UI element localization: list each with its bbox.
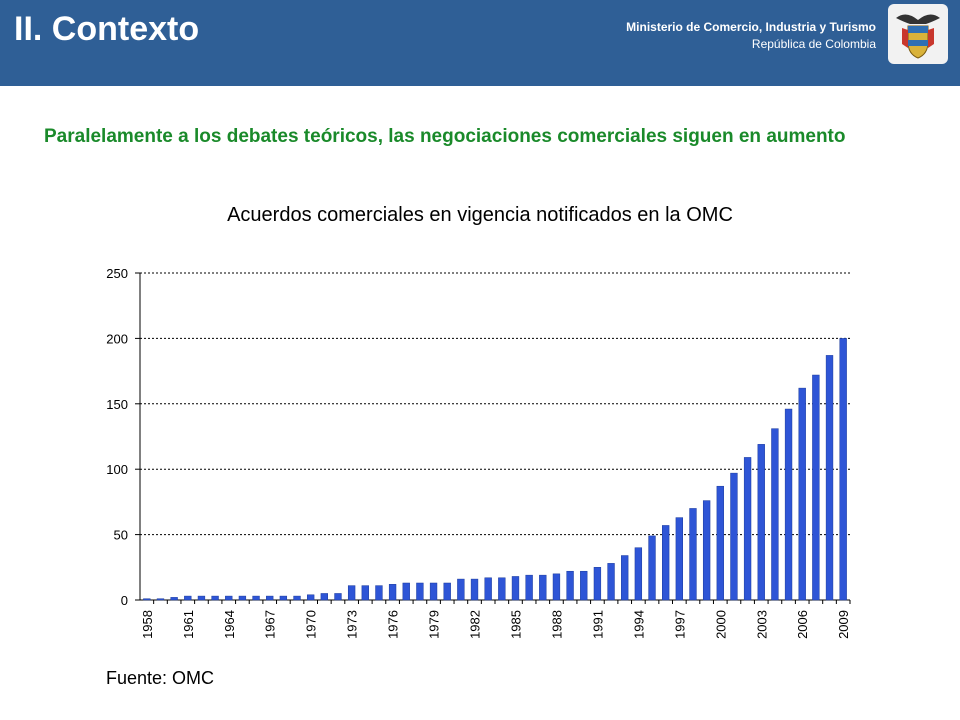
x-tick-label: 1991 bbox=[590, 610, 605, 639]
ministry-name: Ministerio de Comercio, Industria y Turi… bbox=[626, 20, 876, 51]
bar bbox=[621, 555, 629, 601]
bar bbox=[293, 595, 301, 601]
bar bbox=[307, 594, 315, 601]
bar bbox=[812, 374, 820, 601]
x-tick-label: 1976 bbox=[386, 610, 401, 639]
y-tick-label: 250 bbox=[106, 266, 128, 281]
ministry-line-1: Ministerio de Comercio, Industria y Turi… bbox=[626, 20, 876, 34]
bar bbox=[798, 387, 806, 601]
x-tick-label: 1982 bbox=[468, 610, 483, 639]
bar bbox=[361, 585, 369, 601]
x-tick-label: 2009 bbox=[836, 610, 851, 639]
colombia-coat-of-arms-icon bbox=[888, 4, 948, 64]
bar bbox=[197, 595, 206, 601]
y-tick-label: 50 bbox=[114, 528, 128, 543]
bar bbox=[743, 457, 752, 601]
bar bbox=[771, 428, 779, 601]
bar bbox=[498, 577, 506, 601]
bar bbox=[702, 500, 711, 601]
bar bbox=[525, 574, 533, 601]
bar bbox=[375, 585, 383, 601]
bar bbox=[757, 444, 765, 601]
x-tick-label: 1964 bbox=[222, 610, 237, 639]
bar bbox=[634, 547, 643, 601]
bar bbox=[170, 597, 178, 601]
bar bbox=[429, 582, 438, 601]
bar bbox=[347, 585, 356, 601]
source-note: Fuente: OMC bbox=[106, 668, 215, 688]
bar bbox=[730, 472, 738, 601]
x-tick-label: 1994 bbox=[631, 610, 646, 639]
x-tick-label: 1979 bbox=[427, 610, 442, 639]
bar bbox=[184, 595, 192, 601]
bar bbox=[252, 595, 260, 601]
bar bbox=[211, 595, 219, 601]
bar bbox=[675, 517, 683, 601]
bar bbox=[279, 595, 288, 601]
x-tick-label: 2000 bbox=[713, 610, 728, 639]
x-tick-label: 1997 bbox=[672, 610, 687, 639]
x-tick-label: 1973 bbox=[345, 610, 360, 639]
bar bbox=[320, 593, 328, 601]
bar bbox=[388, 584, 397, 601]
bar bbox=[484, 577, 492, 601]
bar bbox=[156, 598, 165, 601]
chart-title: Acuerdos comerciales en vigencia notific… bbox=[227, 204, 733, 226]
x-tick-label: 2006 bbox=[795, 610, 810, 639]
bar bbox=[784, 408, 793, 601]
x-tick-label: 2003 bbox=[754, 610, 769, 639]
bar bbox=[648, 535, 656, 601]
bar bbox=[825, 355, 834, 601]
bar bbox=[143, 598, 151, 601]
bar bbox=[716, 485, 724, 601]
bar bbox=[662, 525, 670, 601]
bar bbox=[566, 570, 574, 601]
bar bbox=[457, 578, 465, 601]
slide-title: II. Contexto bbox=[14, 10, 200, 48]
x-tick-label: 1988 bbox=[549, 610, 564, 639]
x-tick-label: 1970 bbox=[304, 610, 319, 639]
bar bbox=[470, 578, 479, 601]
bar bbox=[839, 338, 847, 601]
bar bbox=[689, 508, 697, 601]
ministry-line-2: República de Colombia bbox=[751, 37, 876, 51]
x-tick-label: 1961 bbox=[181, 610, 196, 639]
bar bbox=[402, 582, 410, 601]
bar bbox=[607, 563, 615, 601]
bar bbox=[266, 595, 274, 601]
bar bbox=[552, 573, 561, 601]
bar bbox=[580, 570, 588, 601]
bar bbox=[539, 574, 547, 601]
bar bbox=[225, 595, 233, 601]
bar bbox=[416, 582, 424, 601]
y-tick-label: 0 bbox=[121, 593, 128, 608]
bar bbox=[511, 576, 520, 601]
y-tick-label: 150 bbox=[106, 397, 128, 412]
bar bbox=[593, 567, 602, 601]
x-tick-label: 1967 bbox=[263, 610, 278, 639]
bar bbox=[334, 593, 342, 601]
x-tick-label: 1985 bbox=[508, 610, 523, 639]
y-tick-label: 200 bbox=[106, 331, 128, 346]
bar bbox=[238, 595, 247, 601]
y-tick-label: 100 bbox=[106, 462, 128, 477]
header-bar bbox=[0, 0, 960, 86]
x-tick-label: 1958 bbox=[140, 610, 155, 639]
bar bbox=[443, 582, 451, 601]
slide-subtitle: Paralelamente a los debates teóricos, la… bbox=[44, 126, 846, 147]
